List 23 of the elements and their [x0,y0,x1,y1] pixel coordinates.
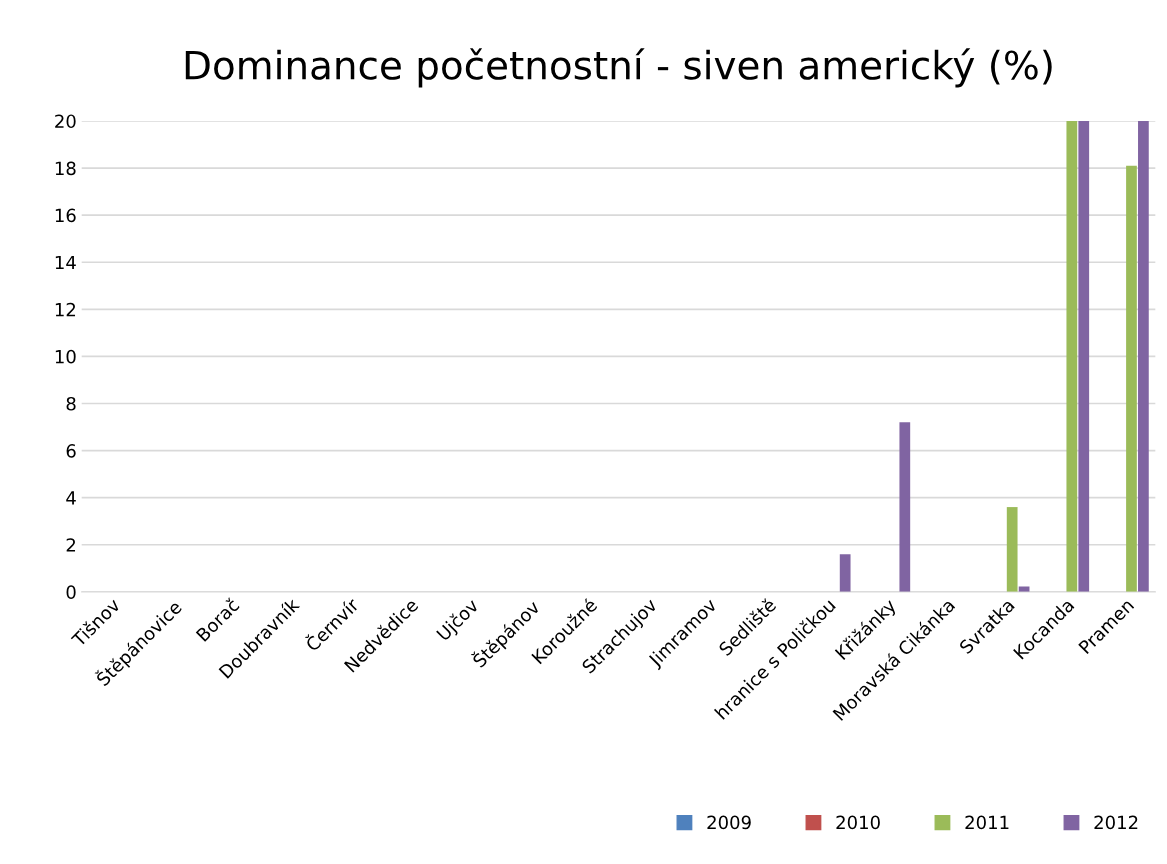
y-tick-label: 12 [55,302,76,317]
y-tick-label: 16 [55,208,76,223]
y-tick-label: 2 [66,538,76,552]
bar [1066,120,1078,592]
y-tick-label: 0 [66,585,76,599]
bar [1078,120,1090,592]
y-tick-label: 10 [55,349,76,364]
bar [1006,507,1018,592]
bar [1126,165,1137,592]
bar [839,554,851,592]
legend-label: 2012 [1094,815,1138,830]
chart-title: Dominance početnostní - siven americký (%) [185,48,1052,88]
bar [1138,120,1149,592]
y-tick-label: 18 [55,161,76,176]
legend-label: 2009 [707,815,751,830]
legend-label: 2011 [965,815,1009,830]
y-tick-label: 8 [66,396,76,411]
y-tick-label: 6 [66,444,76,458]
bar [899,422,911,592]
y-tick-label: 20 [55,114,76,129]
y-tick-label: 4 [66,491,76,505]
y-tick-label: 14 [55,255,76,270]
legend-label: 2010 [836,815,880,830]
